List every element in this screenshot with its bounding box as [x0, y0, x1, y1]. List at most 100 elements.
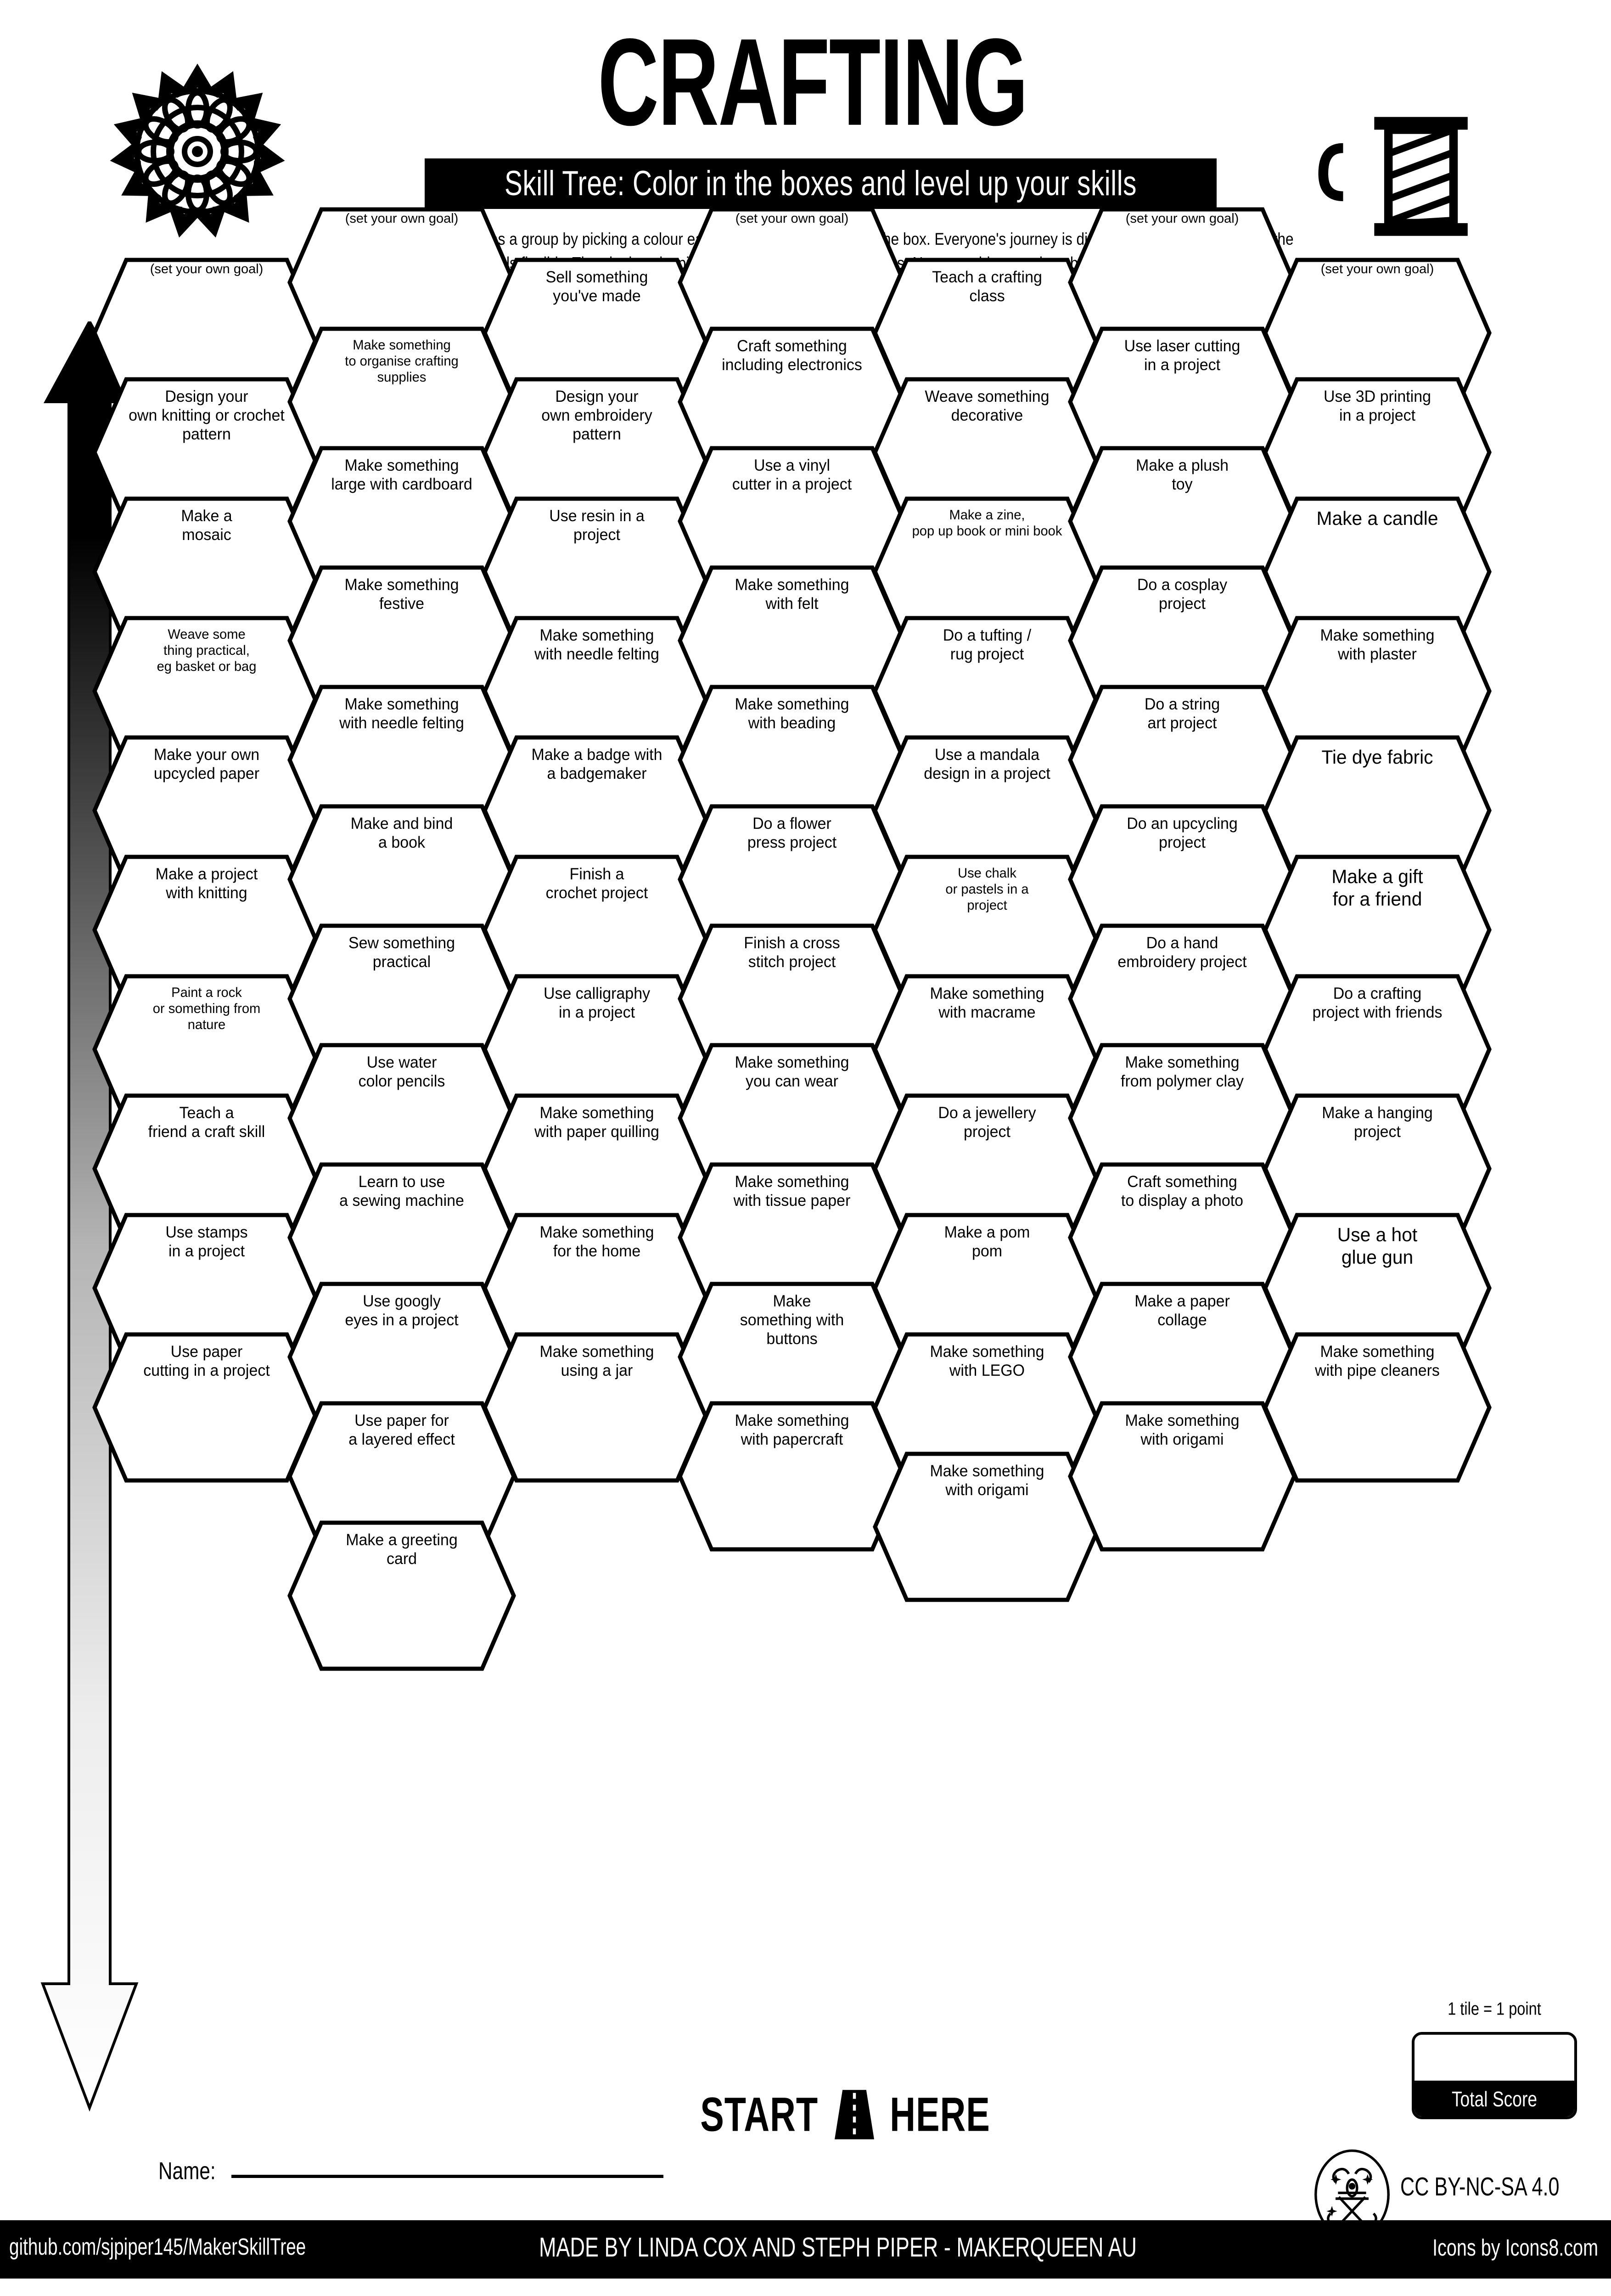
skill-tile-label: Learn to use a sewing machine: [339, 1173, 464, 1210]
skill-tile[interactable]: Make something with tissue paper: [677, 1162, 907, 1313]
skill-tile-label: Make something with beading: [735, 695, 849, 732]
skill-tile[interactable]: Make a project with knitting: [92, 854, 321, 1006]
skill-tile-label: Use water color pencils: [358, 1053, 445, 1090]
skill-tile[interactable]: Make something with paper quilling: [482, 1093, 712, 1244]
skill-tile[interactable]: Make something using a jar: [482, 1332, 712, 1483]
skill-tile-label: Use 3D printing in a project: [1323, 388, 1431, 424]
license-text: CC BY-NC-SA 4.0: [1400, 2172, 1560, 2201]
skill-tile[interactable]: Make a greeting card: [287, 1520, 516, 1671]
skill-tile[interactable]: Make something with LEGO: [872, 1332, 1102, 1483]
skill-tile[interactable]: Use stamps in a project: [92, 1212, 321, 1364]
skill-tile-label: Use resin in a project: [549, 507, 645, 544]
skill-tile-label: Make and bind a book: [350, 815, 453, 851]
here-label: HERE: [890, 2087, 990, 2141]
skill-tile[interactable]: Make your own upcycled paper: [92, 735, 321, 886]
skill-tile[interactable]: Use resin in a project: [482, 496, 712, 647]
tile-point-note: 1 tile = 1 point: [1448, 1998, 1541, 2019]
skill-tile-label: Make something large with cardboard: [331, 456, 472, 493]
skill-tile-label: Do a tufting / rug project: [943, 626, 1032, 663]
skill-tile[interactable]: Make something with needle felting: [287, 684, 516, 836]
skill-tile[interactable]: Do a crafting project with friends: [1263, 974, 1492, 1125]
skill-tile[interactable]: Do a jewellery project: [872, 1093, 1102, 1244]
skill-tile-label: Do an upcycling project: [1127, 815, 1238, 851]
skill-tile-label: Make a badge with a badgemaker: [531, 746, 662, 782]
skill-tile-label: Design your own embroidery pattern: [541, 388, 652, 443]
skill-tile-label: Make a candle: [1316, 507, 1438, 529]
footer-github-link[interactable]: github.com/sjpiper145/MakerSkillTree: [9, 2234, 306, 2260]
skill-tile-label: Use a vinyl cutter in a project: [732, 456, 852, 493]
skill-tile[interactable]: Use paper for a layered effect: [287, 1401, 516, 1552]
skill-tile[interactable]: Make and bind a book: [287, 804, 516, 955]
page-title: CRAFTING: [598, 13, 1028, 152]
skill-tile[interactable]: Do an upcycling project: [1067, 804, 1297, 955]
total-score-label: Total Score: [1451, 2088, 1538, 2111]
skill-tile-label: Do a hand embroidery project: [1117, 934, 1247, 971]
skill-tile-label: Use paper cutting in a project: [143, 1343, 270, 1379]
skill-tile[interactable]: Make something from polymer clay: [1067, 1042, 1297, 1194]
skill-tile-label: Use a hot glue gun: [1337, 1224, 1418, 1268]
skill-tile-label: Make a hanging project: [1322, 1104, 1433, 1141]
skill-tile[interactable]: Do a tufting / rug project: [872, 615, 1102, 767]
skill-tile[interactable]: Make something with felt: [677, 565, 907, 716]
skill-tile[interactable]: Make something festive: [287, 565, 516, 716]
skill-tile[interactable]: Do a hand embroidery project: [1067, 923, 1297, 1075]
skill-tile[interactable]: Make a pom pom: [872, 1212, 1102, 1364]
skill-tile-label: Make something with paper quilling: [534, 1104, 659, 1141]
footer-icons-credit[interactable]: Icons by Icons8.com: [1432, 2235, 1598, 2261]
skill-tile[interactable]: Sell something you've made$: [482, 257, 712, 409]
skill-tile[interactable]: Design your own embroidery pattern: [482, 377, 712, 528]
skill-tile[interactable]: Tie dye fabric: [1263, 735, 1492, 886]
name-write-line[interactable]: [231, 2175, 663, 2178]
skill-tile[interactable]: Use a mandala design in a project: [872, 735, 1102, 886]
skill-tile-label: Do a crafting project with friends: [1312, 985, 1443, 1021]
skill-tile-label: Paint a rock or something from nature: [152, 985, 261, 1033]
skill-tile[interactable]: Make something with macrame: [872, 974, 1102, 1125]
skill-tile-label: Do a flower press project: [747, 815, 837, 851]
skill-tile-label: Make something with plaster: [1320, 626, 1435, 663]
start-here-marker: START HERE: [670, 2087, 1019, 2142]
skill-tile[interactable]: Teach a friend a craft skill: [92, 1093, 321, 1244]
start-label: START: [700, 2087, 818, 2141]
skill-tile-label: Tie dye fabric: [1321, 746, 1433, 768]
skill-tile-label: Make something with LEGO: [930, 1343, 1044, 1379]
page-header: CRAFTING Skill Tree: Color in the boxes …: [0, 0, 1611, 294]
skill-tile[interactable]: Make a badge with a badgemaker: [482, 735, 712, 886]
skill-tile[interactable]: Make something with origami: [1067, 1401, 1297, 1552]
skill-tile-label: Make something with felt: [735, 576, 849, 613]
skill-tile[interactable]: Craft something to display a photo: [1067, 1162, 1297, 1313]
skill-tile[interactable]: Design your own knitting or crochet patt…: [92, 377, 321, 528]
skill-tile-label: Make something with tissue paper: [733, 1173, 851, 1210]
skill-tile-label: Make a zine, pop up book or mini book: [912, 507, 1062, 539]
skill-tile-label: Weave something decorative: [925, 388, 1050, 424]
skill-tile[interactable]: Make something with origami: [872, 1451, 1102, 1603]
skill-tile[interactable]: Make a gift for a friend: [1263, 854, 1492, 1006]
skill-tile-label: Make something with needle felting: [534, 626, 659, 663]
skill-tile[interactable]: Use laser cutting in a project: [1067, 326, 1297, 478]
skill-tile[interactable]: Use chalk or pastels in a project: [872, 854, 1102, 1006]
skill-tile-label: Use paper for a layered effect: [348, 1412, 455, 1448]
skill-tile[interactable]: Teach a crafting class: [872, 257, 1102, 409]
skill-tile[interactable]: Make something with pipe cleaners: [1263, 1332, 1492, 1483]
skill-tile[interactable]: Make something with papercraft: [677, 1401, 907, 1552]
skill-tile[interactable]: Make a zine, pop up book or mini book: [872, 496, 1102, 647]
goal-placeholder-label: (set your own goal): [735, 211, 849, 226]
mandala-icon: [106, 60, 289, 238]
skill-tile-label: Make something with pipe cleaners: [1315, 1343, 1440, 1379]
skill-tile-label: Make something with origami: [1125, 1412, 1240, 1448]
skill-tile-label: Teach a crafting class: [932, 268, 1042, 305]
skill-tile[interactable]: Use a vinyl cutter in a project: [677, 445, 907, 597]
skill-tile-label: Make a paper collage: [1134, 1292, 1230, 1329]
skill-tile-label: Make something with origami: [930, 1462, 1044, 1499]
skill-tile[interactable]: Make something with buttons: [677, 1281, 907, 1433]
skill-tile[interactable]: Make something to organise crafting supp…: [287, 326, 516, 478]
skill-tile[interactable]: Make something you can wear: [677, 1042, 907, 1194]
skill-tile-label: Make your own upcycled paper: [153, 746, 260, 782]
skill-tile[interactable]: Do a string art project: [1067, 684, 1297, 836]
total-score-box[interactable]: Total Score: [1412, 2032, 1577, 2119]
skill-tile[interactable]: Make a paper collage: [1067, 1281, 1297, 1433]
skill-tile[interactable]: Use a hot glue gun: [1263, 1212, 1492, 1364]
skill-tile[interactable]: Sew something practical: [287, 923, 516, 1075]
skill-tile[interactable]: Use paper cutting in a project: [92, 1332, 321, 1483]
skill-tile[interactable]: Make something large with cardboard: [287, 445, 516, 597]
name-field[interactable]: Name:: [158, 2157, 663, 2186]
